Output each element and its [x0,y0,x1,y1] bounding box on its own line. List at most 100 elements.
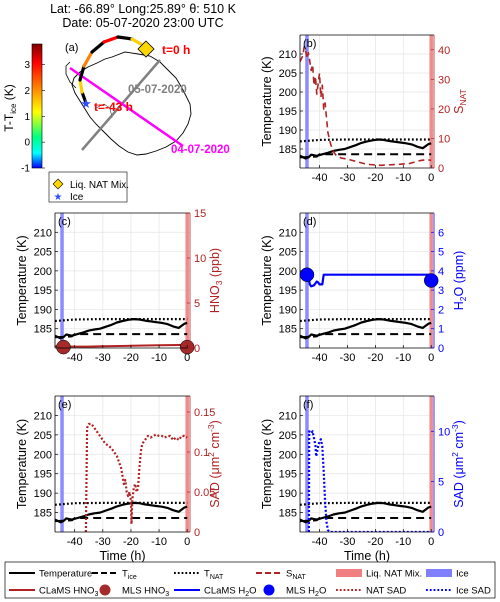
series-t-nat [55,318,188,323]
map-legend-diamond [52,178,64,190]
header-line2: Date: 05-07-2020 23:00 UTC [62,16,223,30]
x-tick-label: -10 [395,352,411,364]
y-tick-label: 185 [34,508,52,520]
trajectory-arc-segment [78,78,84,94]
y-tick-label: 195 [34,469,52,481]
map-legend-liq: Liq. NAT Mix. [70,180,129,191]
x-tick-label: -40 [312,536,328,548]
y-axis-title: Temperature (K) [260,235,274,325]
y-tick-label: 185 [279,324,297,336]
x-tick-label: -10 [151,352,167,364]
y-axis-title: Temperature (K) [260,56,274,146]
y-tick-label: 205 [34,430,52,442]
y2-title-sub: 3 [214,280,224,285]
y2-tick-label: 15 [194,208,206,220]
panel-label: (e) [58,399,71,411]
y2-tick-label: 0 [438,343,444,355]
y-tick-label: 190 [34,488,52,500]
legend-label-main: MLS H [286,586,315,597]
legend-label-sub: 2 [245,591,249,598]
panel-b: -40 -30 -20 -10 0 185 190 195 200 205 210 0 10 20 30 40… [260,34,468,184]
trajectory-arc [78,35,148,105]
y2-title-close: ) [452,420,466,424]
legend-label-main: CLaMS H [204,586,245,597]
ice-shelf-line [95,103,113,119]
x-tick-label: -30 [340,352,356,364]
legend-label: SNAT [286,569,307,582]
x-tick-label: -10 [151,536,167,548]
trajectory-arc-segment [102,35,120,44]
y2-title-main: H [452,301,466,310]
y-tick-label: 205 [279,430,297,442]
panel-f: -40 -30 -20 -10 0 185 190 195 200 205 210 0 5 10 (f) Te… [260,395,466,563]
y2-title-main: SAD (μm [208,457,222,508]
y-tick-label: 210 [279,410,297,422]
legend-label-main: Temperature [39,569,92,580]
y2-title-suffix: O (ppm) [452,251,466,297]
legend-label: Tice [122,569,137,582]
label-date-gray: 05-07-2020 [128,84,187,96]
panel-label-a: (a) [65,42,78,54]
legend-label: Temperature [39,569,92,580]
y2-axis-title: SAD (μm2 cm-3) [450,420,466,508]
y2-axis-title: HNO3 (ppb) [208,248,224,313]
y-tick-label: 210 [279,227,297,239]
y2-title-sup: 2 [450,452,460,457]
x-tick-label: 0 [184,352,190,364]
y-tick-label: 205 [279,247,297,259]
y2-tick-label: 0.1 [194,447,209,459]
y-tick-label: 185 [279,508,297,520]
y2-tick-label: 0 [194,527,200,539]
series-t-nat [55,501,188,506]
series-nat-sad [84,422,188,532]
plot-area [55,396,190,532]
x-tick-label: -20 [367,172,383,184]
x-tick-label: -30 [340,172,356,184]
panel-label: (f) [303,399,313,411]
map-legend-star: ★ [54,192,63,203]
y-tick-label: 210 [34,410,52,422]
y2-tick-label: 5 [438,477,444,489]
y2-title-sub: 2 [458,296,468,301]
panel-d: -40 -30 -20 -10 0 185 190 195 200 205 210 0 1 2 3 4 5 6 (d… [260,212,468,364]
antarctica-outline [71,51,192,156]
legend-label: NAT SAD [366,586,406,597]
colorbar-tick-label: 0 [24,138,30,149]
legend-label: MLS HNO3 [122,586,169,599]
y2-tick-label: 0 [438,527,444,539]
legend-label-main: CLaMS HNO [39,586,94,597]
legend-label-main: Ice [456,569,469,580]
colorbar-tick-label: -1 [21,164,30,175]
legend-label-main: Ice SAD [456,586,491,597]
y-tick-label: 200 [34,449,52,461]
y-tick-label: 200 [279,87,297,99]
series-t-ice [300,517,432,523]
x-tick-label: -30 [95,536,111,548]
label-t-43: t=-43 h [94,100,133,114]
legend-label-sub: NAT [292,574,306,581]
y-tick-label: 200 [279,266,297,278]
y-tick-label: 200 [279,449,297,461]
y2-axis-title: SNAT [452,89,468,114]
y-tick-label: 210 [279,49,297,61]
y2-tick-label: 5 [438,247,444,259]
colorbar-tick-label: 3 [24,60,30,71]
y-tick-label: 205 [279,68,297,80]
marker-mls-h2o [423,273,439,288]
legend-swatch [336,569,362,577]
y-tick-label: 195 [279,285,297,297]
legend-box [4,561,496,599]
legend-label-suffix: O [249,586,256,597]
trajectory-arc-segment [116,35,134,41]
y2-tick-label: 10 [194,253,206,265]
map-legend-ice: Ice [70,192,84,203]
series-t-ice [55,517,188,523]
y-tick-label: 205 [34,247,52,259]
legend-label-sub: ice [128,574,137,581]
y-axis-title: Temperature (K) [15,235,29,325]
legend-label-main: Liq. NAT Mix. [366,569,422,580]
legend-label: CLaMS H2O [204,586,256,599]
label-t0: t=0 h [162,43,190,57]
ice-star-marker: ★ [80,96,92,111]
map-legend-box [48,171,128,203]
